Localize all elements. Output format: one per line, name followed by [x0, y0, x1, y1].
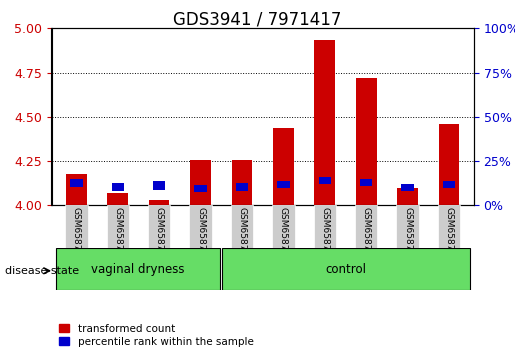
Bar [439, 124, 459, 205]
Text: GSM658722: GSM658722 [72, 207, 81, 262]
Bar [397, 188, 418, 205]
Bar [153, 181, 165, 190]
Bar [401, 184, 414, 191]
Text: GSM658723: GSM658723 [113, 207, 122, 262]
Text: GSM658724: GSM658724 [237, 207, 247, 262]
Bar [149, 200, 169, 205]
Bar [356, 78, 376, 205]
Bar [112, 183, 124, 191]
FancyBboxPatch shape [397, 205, 419, 248]
FancyBboxPatch shape [314, 205, 336, 248]
FancyBboxPatch shape [65, 205, 88, 248]
FancyBboxPatch shape [56, 248, 220, 290]
Text: disease state: disease state [5, 266, 79, 276]
Bar [273, 129, 294, 205]
Text: GSM658726: GSM658726 [320, 207, 329, 262]
Text: GSM658728: GSM658728 [196, 207, 205, 262]
Bar [360, 179, 372, 186]
FancyBboxPatch shape [148, 205, 170, 248]
FancyBboxPatch shape [107, 205, 129, 248]
Bar [277, 181, 289, 188]
Bar [232, 160, 252, 205]
Bar [70, 179, 82, 187]
Bar [66, 174, 87, 205]
Bar [108, 193, 128, 205]
Text: control: control [326, 263, 367, 275]
FancyBboxPatch shape [190, 205, 212, 248]
Text: GSM658725: GSM658725 [279, 207, 288, 262]
FancyBboxPatch shape [438, 205, 460, 248]
Text: GSM658730: GSM658730 [403, 207, 412, 262]
Bar [236, 183, 248, 191]
Text: GSM658729: GSM658729 [362, 207, 371, 262]
FancyBboxPatch shape [272, 205, 295, 248]
FancyBboxPatch shape [231, 205, 253, 248]
Bar [319, 177, 331, 184]
FancyBboxPatch shape [222, 248, 471, 290]
Text: GSM658727: GSM658727 [154, 207, 164, 262]
Text: GSM658731: GSM658731 [444, 207, 454, 262]
Legend: transformed count, percentile rank within the sample: transformed count, percentile rank withi… [57, 321, 255, 349]
Bar [190, 160, 211, 205]
Bar [314, 40, 335, 205]
Text: GDS3941 / 7971417: GDS3941 / 7971417 [174, 11, 341, 29]
Bar [443, 181, 455, 188]
Bar [194, 185, 207, 192]
FancyBboxPatch shape [355, 205, 377, 248]
Text: vaginal dryness: vaginal dryness [91, 263, 185, 275]
